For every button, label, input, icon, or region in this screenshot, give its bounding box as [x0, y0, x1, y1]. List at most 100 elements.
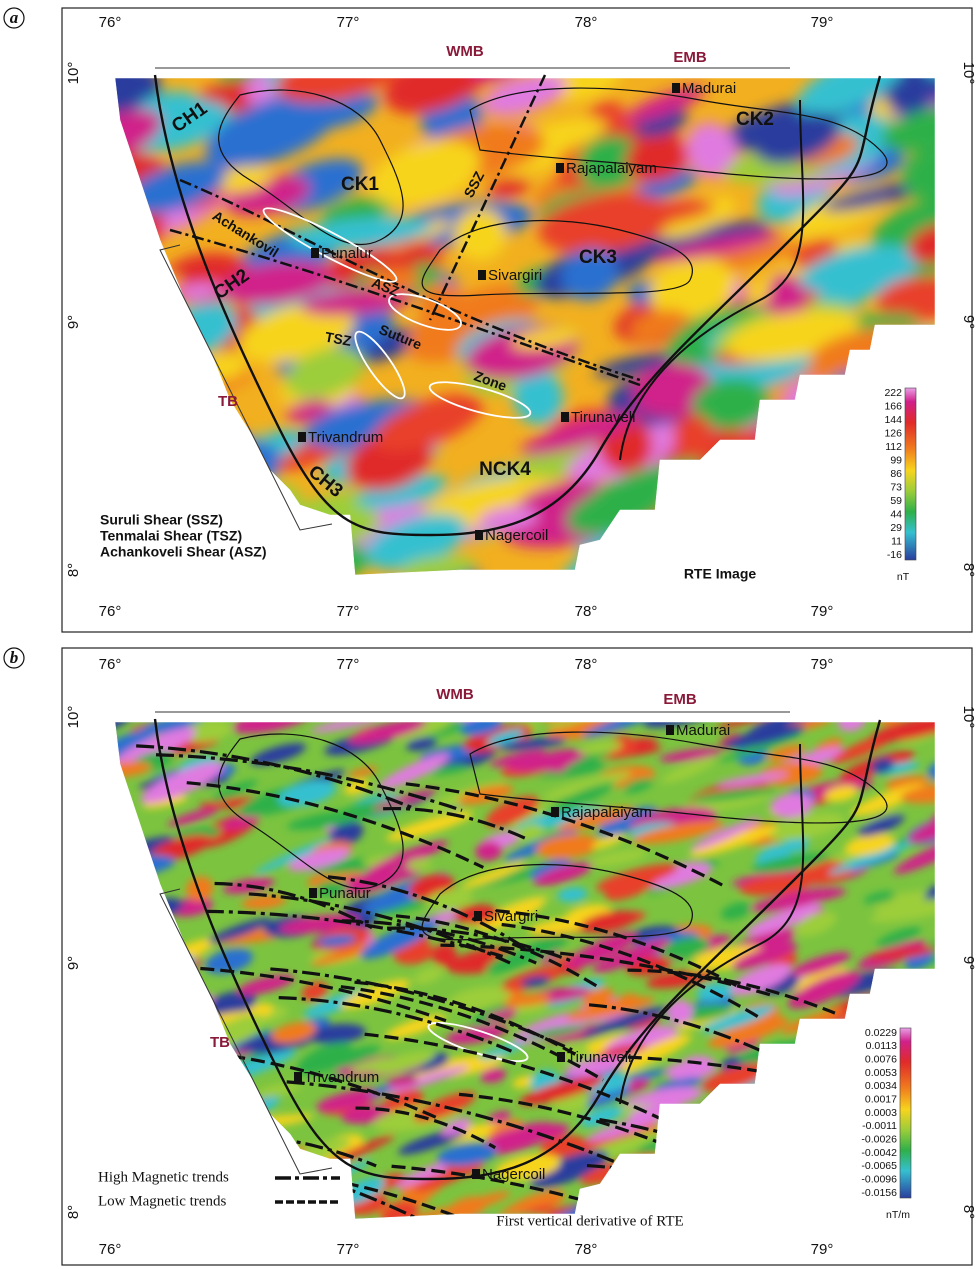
- anomaly: [80, 993, 153, 1016]
- anomaly: [677, 1127, 732, 1144]
- anomaly: [71, 1141, 131, 1168]
- anomaly: [201, 1053, 243, 1078]
- colorbar-label: 59: [890, 495, 902, 507]
- colorbar-label: 86: [890, 468, 902, 480]
- anomaly: [801, 375, 886, 434]
- colorbar-label: -0.0156: [861, 1187, 897, 1199]
- town-marker: [472, 1169, 480, 1179]
- panel-label: b: [10, 648, 19, 667]
- anomaly: [62, 403, 219, 501]
- block-label: CK3: [579, 247, 617, 268]
- anomaly: [681, 468, 771, 536]
- anomaly: [774, 500, 888, 591]
- lon-tick-label: 79°: [811, 14, 834, 31]
- anomaly: [748, 1109, 839, 1139]
- anomaly: [762, 1198, 800, 1220]
- anomaly: [83, 272, 184, 316]
- lon-tick-label: 77°: [337, 1241, 360, 1258]
- anomaly: [100, 1030, 183, 1057]
- town-label: Madurai: [682, 80, 736, 97]
- anomaly: [819, 429, 882, 469]
- anomaly: [772, 434, 900, 528]
- anomaly: [757, 475, 805, 519]
- town-marker: [294, 1072, 302, 1082]
- lat-tick-label: 9°: [960, 956, 977, 970]
- town-label: Punalur: [319, 885, 371, 902]
- lon-tick-label: 76°: [99, 656, 122, 673]
- town-marker: [666, 725, 674, 735]
- region-label: EMB: [663, 691, 697, 708]
- anomaly: [123, 1079, 175, 1100]
- anomaly: [758, 1155, 789, 1170]
- anomaly: [688, 1146, 755, 1178]
- anomaly: [737, 1125, 781, 1156]
- colorbar-label: 99: [890, 454, 902, 466]
- lat-tick-label: 8°: [65, 563, 82, 577]
- anomaly: [149, 1010, 178, 1023]
- anomaly: [695, 1113, 743, 1147]
- anomaly: [815, 489, 936, 539]
- shear-legend: Achankoveli Shear (ASZ): [100, 544, 267, 560]
- town-marker: [478, 270, 486, 280]
- colorbar-label: 0.0003: [865, 1107, 897, 1119]
- anomaly: [91, 938, 153, 968]
- colorbar-label: 112: [885, 441, 902, 453]
- anomaly: [800, 523, 878, 578]
- anomaly: [314, 1199, 342, 1222]
- colorbar-label: 0.0113: [866, 1040, 897, 1052]
- anomaly: [682, 1112, 772, 1155]
- town-label: Rajapalaiyam: [561, 804, 652, 821]
- anomaly: [765, 501, 851, 556]
- colorbar-label: 144: [884, 414, 902, 426]
- lon-tick-label: 76°: [99, 14, 122, 31]
- anomaly: [780, 484, 924, 581]
- anomaly: [250, 1199, 323, 1231]
- anomaly: [59, 335, 198, 379]
- colorbar-label: -0.0096: [861, 1173, 897, 1185]
- anomaly: [765, 1142, 831, 1164]
- anomaly: [803, 1169, 835, 1189]
- colorbar-label: 73: [890, 481, 902, 493]
- anomaly: [731, 445, 863, 540]
- legend-label: Low Magnetic trends: [98, 1193, 226, 1209]
- lon-tick-label: 77°: [337, 603, 360, 620]
- anomaly: [89, 337, 135, 385]
- town-marker: [474, 911, 482, 921]
- lon-tick-label: 76°: [99, 603, 122, 620]
- anomaly: [83, 425, 206, 515]
- anomaly: [745, 467, 829, 520]
- lat-tick-label: 8°: [65, 1205, 82, 1219]
- colorbar: [905, 388, 916, 560]
- lat-tick-label: 10°: [65, 62, 82, 85]
- lon-tick-label: 79°: [811, 603, 834, 620]
- colorbar: [900, 1028, 911, 1198]
- colorbar-label: 0.0053: [865, 1067, 897, 1079]
- block-label: CK1: [341, 174, 379, 195]
- anomaly: [85, 184, 132, 215]
- anomaly: [117, 850, 149, 870]
- panel-label: a: [10, 8, 19, 27]
- anomaly: [756, 390, 874, 462]
- anomaly: [620, 520, 664, 579]
- anomaly: [78, 973, 140, 1012]
- town-marker: [672, 83, 680, 93]
- colorbar-label: -16: [887, 549, 902, 561]
- town-label: Madurai: [676, 722, 730, 739]
- map-title: RTE Image: [684, 566, 757, 582]
- anomaly: [177, 1076, 227, 1111]
- colorbar-label: 0.0076: [865, 1053, 897, 1065]
- anomaly: [128, 988, 217, 1030]
- town-marker: [551, 807, 559, 817]
- region-label: WMB: [436, 686, 474, 703]
- shear-legend: Tenmalai Shear (TSZ): [100, 528, 242, 544]
- lon-tick-label: 77°: [337, 656, 360, 673]
- anomaly: [227, 1214, 284, 1243]
- lon-tick-label: 77°: [337, 14, 360, 31]
- lat-tick-label: 9°: [65, 315, 82, 329]
- town-label: Punalur: [321, 245, 373, 262]
- anomaly: [801, 1067, 859, 1081]
- anomaly: [717, 470, 769, 525]
- anomaly: [85, 932, 174, 967]
- anomaly: [197, 1093, 275, 1130]
